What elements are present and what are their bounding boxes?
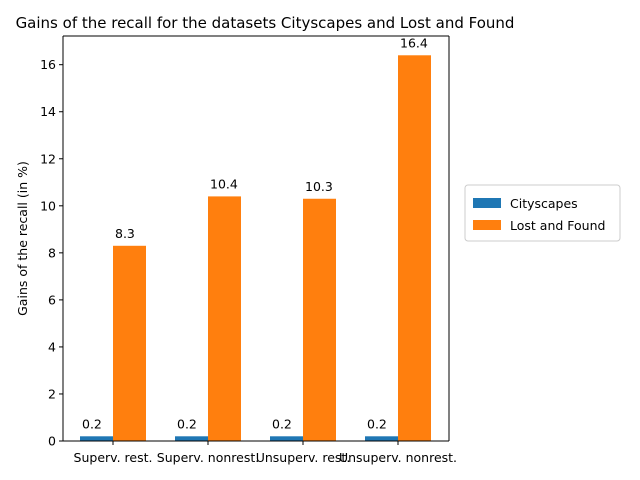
y-tick-label: 8 bbox=[48, 245, 56, 260]
x-tick-label: Unsuperv. nonrest. bbox=[339, 450, 457, 465]
data-label: 16.4 bbox=[400, 35, 428, 50]
data-label: 0.2 bbox=[272, 416, 292, 431]
y-tick-label: 0 bbox=[48, 434, 56, 449]
y-tick-label: 4 bbox=[48, 339, 56, 354]
data-label: 10.4 bbox=[210, 176, 238, 191]
legend-swatch-cityscapes bbox=[473, 198, 501, 208]
legend: Cityscapes Lost and Found bbox=[464, 184, 621, 242]
x-tick-label: Superv. nonrest. bbox=[157, 450, 259, 465]
bars-layer bbox=[80, 55, 431, 442]
y-axis-label: Gains of the recall (in %) bbox=[15, 161, 30, 316]
legend-swatch-lost-and-found bbox=[473, 220, 501, 230]
y-tick-label: 2 bbox=[48, 386, 56, 401]
y-tick-label: 12 bbox=[40, 151, 56, 166]
x-tick-label: Superv. rest. bbox=[74, 450, 153, 465]
axes-layer: 0 2 4 6 8 10 12 14 16 Superv. rest. Superv. nonres… bbox=[40, 35, 457, 465]
x-tick-label: Unsuperv. rest. bbox=[256, 450, 351, 465]
y-tick-label: 6 bbox=[48, 292, 56, 307]
bar-lost-and-found-1 bbox=[208, 196, 241, 441]
data-label: 10.3 bbox=[305, 179, 333, 194]
bar-cityscapes-1 bbox=[175, 436, 208, 441]
legend-label: Lost and Found bbox=[510, 218, 605, 233]
bar-lost-and-found-2 bbox=[303, 198, 336, 441]
legend-box bbox=[464, 184, 621, 242]
data-label: 8.3 bbox=[115, 226, 135, 241]
data-label: 0.2 bbox=[82, 416, 102, 431]
data-label: 0.2 bbox=[367, 416, 387, 431]
legend-label: Cityscapes bbox=[510, 196, 578, 211]
data-labels-layer: 0.2 8.3 0.2 10.4 0.2 10.3 0.2 16.4 bbox=[82, 35, 428, 431]
y-tick-label: 16 bbox=[40, 57, 56, 72]
bar-cityscapes-3 bbox=[365, 436, 398, 441]
bar-lost-and-found-0 bbox=[113, 245, 146, 441]
data-label: 0.2 bbox=[177, 416, 197, 431]
bar-lost-and-found-3 bbox=[398, 55, 431, 442]
bar-cityscapes-2 bbox=[270, 436, 303, 441]
bar-cityscapes-0 bbox=[80, 436, 113, 441]
chart-title: Gains of the recall for the datasets Cit… bbox=[16, 14, 515, 32]
y-tick-label: 10 bbox=[40, 198, 56, 213]
y-tick-label: 14 bbox=[40, 104, 56, 119]
